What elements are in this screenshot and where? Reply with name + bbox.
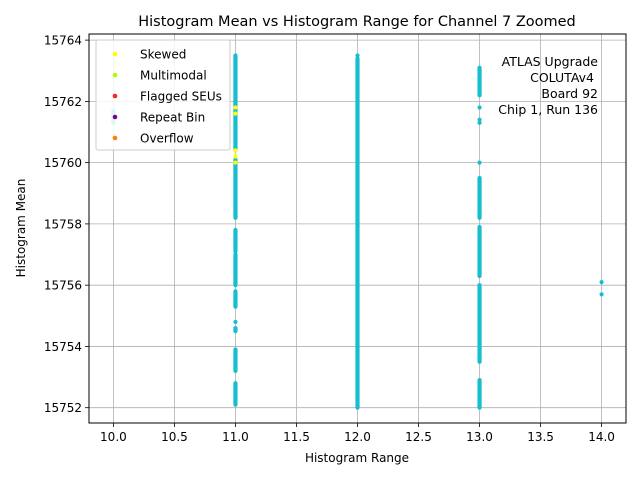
legend-marker-flagged-seus [112,93,118,99]
main-series-point [599,292,604,297]
x-tick-label: 12.5 [405,430,432,444]
annotation-line-4: Chip 1, Run 136 [498,102,598,117]
legend-marker-repeat-bin [112,114,118,120]
x-tick-label: 11.5 [283,430,310,444]
annotation-line-3: Board 92 [541,86,598,101]
legend-label-skewed: Skewed [140,48,186,62]
main-series-point [477,105,482,110]
legend-marker-skewed [112,51,118,57]
legend-label-repeat-bin: Repeat Bin [140,111,205,125]
legend-marker-overflow [112,135,118,141]
y-tick-label: 15762 [44,95,82,109]
legend-label-flagged-seus: Flagged SEUs [140,90,222,104]
y-tick-label: 15754 [44,340,82,354]
skewed-point [233,111,238,116]
legend-frame [95,39,231,151]
skewed-point [233,154,238,159]
legend-label-overflow: Overflow [140,132,194,146]
y-axis-label: Histogram Mean [14,179,28,278]
x-tick-label: 13.0 [466,430,493,444]
skewed-point [233,160,238,165]
x-tick-label: 10.0 [100,430,127,444]
x-axis-label: Histogram Range [305,451,409,465]
x-tick-label: 11.0 [222,430,249,444]
y-tick-label: 15756 [44,279,82,293]
annotation: ATLAS Upgrade COLUTAv4 Board 92 Chip 1, … [498,54,598,117]
main-series-point [477,120,482,125]
x-tick-label: 14.0 [588,430,615,444]
x-axis: 10.0 10.5 11.0 11.5 12.0 12.5 13.0 13.5 14.0 [100,423,615,444]
y-tick-label: 15752 [44,401,82,415]
x-tick-label: 13.5 [527,430,554,444]
main-series-point [233,319,238,325]
y-tick-label: 15760 [44,156,82,170]
main-series-point [477,160,482,165]
annotation-line-2: COLUTAv4 [530,70,594,85]
y-axis: 15752 15754 15756 15758 15760 15762 15764 [44,34,89,415]
legend-label-multimodal: Multimodal [140,69,207,83]
x-tick-label: 12.0 [344,430,371,444]
annotation-line-1: ATLAS Upgrade [502,54,599,69]
main-series-point [355,53,360,58]
main-series-point [477,117,482,122]
x-tick-label: 10.5 [161,430,188,444]
main-series-point [599,280,604,285]
legend: Skewed Multimodal Flagged SEUs Repeat Bi… [95,39,231,151]
legend-marker-multimodal [112,72,118,78]
y-tick-label: 15764 [44,34,82,48]
skewed-point [233,148,238,153]
chart-title: Histogram Mean vs Histogram Range for Ch… [138,14,576,30]
y-tick-label: 15758 [44,217,82,231]
skewed-point [233,105,238,110]
